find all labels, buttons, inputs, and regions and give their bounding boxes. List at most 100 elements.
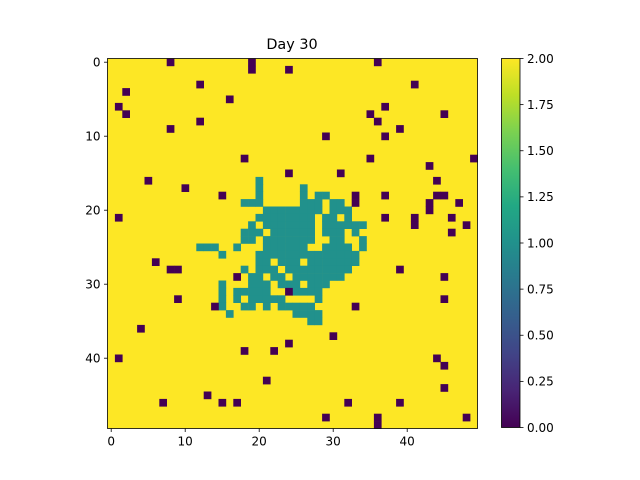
heatmap-cell xyxy=(322,213,330,222)
heatmap-cell xyxy=(255,265,264,274)
heatmap-cell xyxy=(270,236,278,244)
heatmap-cell xyxy=(329,213,338,222)
heatmap-cell xyxy=(314,280,323,289)
heatmap-cell xyxy=(240,199,249,207)
heatmap-cell xyxy=(285,213,293,222)
heatmap-cell xyxy=(299,273,308,281)
heatmap-cell xyxy=(329,332,338,340)
heatmap-cell xyxy=(285,169,293,178)
heatmap-cell xyxy=(366,154,375,163)
heatmap-cell xyxy=(292,265,301,274)
heatmap-cell xyxy=(373,117,382,126)
heatmap-cell xyxy=(314,273,323,281)
heatmap-cell xyxy=(381,102,389,111)
heatmap-cell xyxy=(166,125,175,133)
heatmap-cell xyxy=(470,154,478,163)
heatmap-cell xyxy=(292,243,301,252)
heatmap-cell xyxy=(166,265,175,274)
heatmap-cell xyxy=(307,250,315,259)
y-tick-label: 40 xyxy=(85,352,100,366)
heatmap-cell xyxy=(440,191,449,200)
heatmap-cell xyxy=(359,243,367,252)
colorbar-tick-label: 0.75 xyxy=(527,282,554,296)
heatmap-cell xyxy=(181,184,190,192)
heatmap-cell xyxy=(336,206,345,215)
heatmap-cell xyxy=(240,347,249,355)
heatmap-cell xyxy=(255,184,264,192)
heatmap-cell xyxy=(248,273,256,281)
x-axis: 0 10 20 30 40 xyxy=(107,428,415,449)
plot-frame xyxy=(107,58,478,429)
heatmap-cell xyxy=(277,221,286,229)
heatmap-cell xyxy=(262,206,271,215)
heatmap-cell xyxy=(255,280,264,289)
heatmap-cell xyxy=(262,221,271,229)
heatmap-cell xyxy=(248,236,256,244)
heatmap-cell xyxy=(292,206,301,215)
heatmap-cell xyxy=(322,191,330,200)
heatmap-cell xyxy=(299,243,308,252)
x-tick-label: 40 xyxy=(400,435,415,449)
heatmap-cell xyxy=(292,228,301,237)
heatmap-cell xyxy=(255,287,264,296)
heatmap-cell xyxy=(196,117,204,126)
heatmap-cell xyxy=(307,199,315,207)
heatmap-cell xyxy=(314,310,323,318)
heatmap-cell xyxy=(299,265,308,274)
heatmap-cell xyxy=(425,199,434,207)
heatmap-cell xyxy=(299,236,308,244)
heatmap-cell xyxy=(270,250,278,259)
heatmap-cell xyxy=(329,236,338,244)
heatmap-cell xyxy=(373,58,382,67)
heatmap-cell xyxy=(285,339,293,348)
heatmap-cell xyxy=(381,191,389,200)
heatmap-cell xyxy=(277,228,286,237)
heatmap-cell xyxy=(262,376,271,385)
heatmap-cell xyxy=(255,295,264,303)
heatmap-cell xyxy=(351,228,360,237)
heatmap-cell xyxy=(344,258,352,266)
heatmap-cell xyxy=(440,384,449,392)
heatmap-cell xyxy=(248,302,256,311)
heatmap-cell xyxy=(336,228,345,237)
heatmap-cell xyxy=(218,191,227,200)
heatmap-cell xyxy=(329,273,338,281)
heatmap-cell xyxy=(351,258,360,266)
heatmap-cell xyxy=(299,310,308,318)
heatmap-cell xyxy=(329,250,338,259)
heatmap-cell xyxy=(344,221,352,229)
heatmap-cell xyxy=(255,199,264,207)
heatmap-cell xyxy=(255,258,264,266)
heatmap-cell xyxy=(440,110,449,118)
heatmap-cell xyxy=(240,302,249,311)
heatmap-cell xyxy=(344,243,352,252)
heatmap-cell xyxy=(299,199,308,207)
heatmap-cell xyxy=(270,206,278,215)
heatmap-cell xyxy=(366,110,375,118)
heatmap-cell xyxy=(336,273,345,281)
heatmap-cell xyxy=(351,191,360,200)
heatmap-cell xyxy=(270,243,278,252)
heatmap-cell xyxy=(233,398,241,407)
heatmap-cell xyxy=(262,243,271,252)
heatmap-cell xyxy=(455,199,463,207)
heatmap-cell xyxy=(174,295,182,303)
heatmap-cell xyxy=(285,221,293,229)
heatmap-cell xyxy=(225,310,234,318)
heatmap-cell xyxy=(425,206,434,215)
colorbar-tick-label: 1.00 xyxy=(527,236,554,250)
heatmap-cell xyxy=(211,302,219,311)
heatmap-cell xyxy=(440,295,449,303)
heatmap-cell xyxy=(203,391,212,400)
heatmap-cell xyxy=(262,213,271,222)
heatmap-cell xyxy=(292,302,301,311)
heatmap-cell xyxy=(299,250,308,259)
heatmap-cell xyxy=(447,228,456,237)
heatmap-cell xyxy=(255,191,264,200)
heatmap-cell xyxy=(322,243,330,252)
heatmap-cell xyxy=(292,250,301,259)
heatmap-cell xyxy=(277,236,286,244)
heatmap-cell xyxy=(277,206,286,215)
heatmap-cell xyxy=(262,280,271,289)
